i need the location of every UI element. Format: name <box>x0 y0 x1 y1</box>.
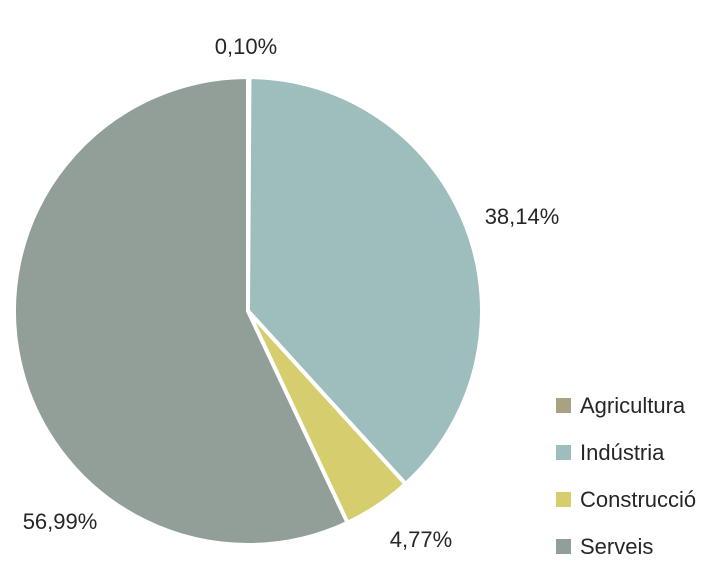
legend-swatch-industria <box>556 445 571 460</box>
legend-label-agricultura: Agricultura <box>580 392 686 418</box>
legend-swatch-agricultura <box>556 398 571 413</box>
data-label-serveis: 56,99% <box>23 509 98 534</box>
legend-label-industria: Indústria <box>580 439 665 465</box>
legend-item-construccio: Construcció <box>556 476 726 523</box>
pie-slice-serveis <box>11 75 350 547</box>
legend-swatch-construccio <box>556 492 571 507</box>
data-label-construccio: 4,77% <box>390 527 452 552</box>
pie-data-labels: 0,10% 38,14% 4,77% 56,99% <box>23 34 560 552</box>
pie-slice-industria <box>246 75 484 486</box>
legend-item-serveis: Serveis <box>556 523 726 570</box>
legend-item-agricultura: Agricultura <box>556 382 726 429</box>
legend-label-construccio: Construcció <box>580 486 697 512</box>
data-label-industria: 38,14% <box>485 204 560 229</box>
legend-swatch-serveis <box>556 539 571 554</box>
pie-slices <box>11 74 484 547</box>
legend-label-serveis: Serveis <box>580 533 654 559</box>
data-label-agricultura: 0,10% <box>215 34 277 59</box>
chart-legend: Agricultura Indústria Construcció Servei… <box>556 382 726 570</box>
legend-item-industria: Indústria <box>556 429 726 476</box>
